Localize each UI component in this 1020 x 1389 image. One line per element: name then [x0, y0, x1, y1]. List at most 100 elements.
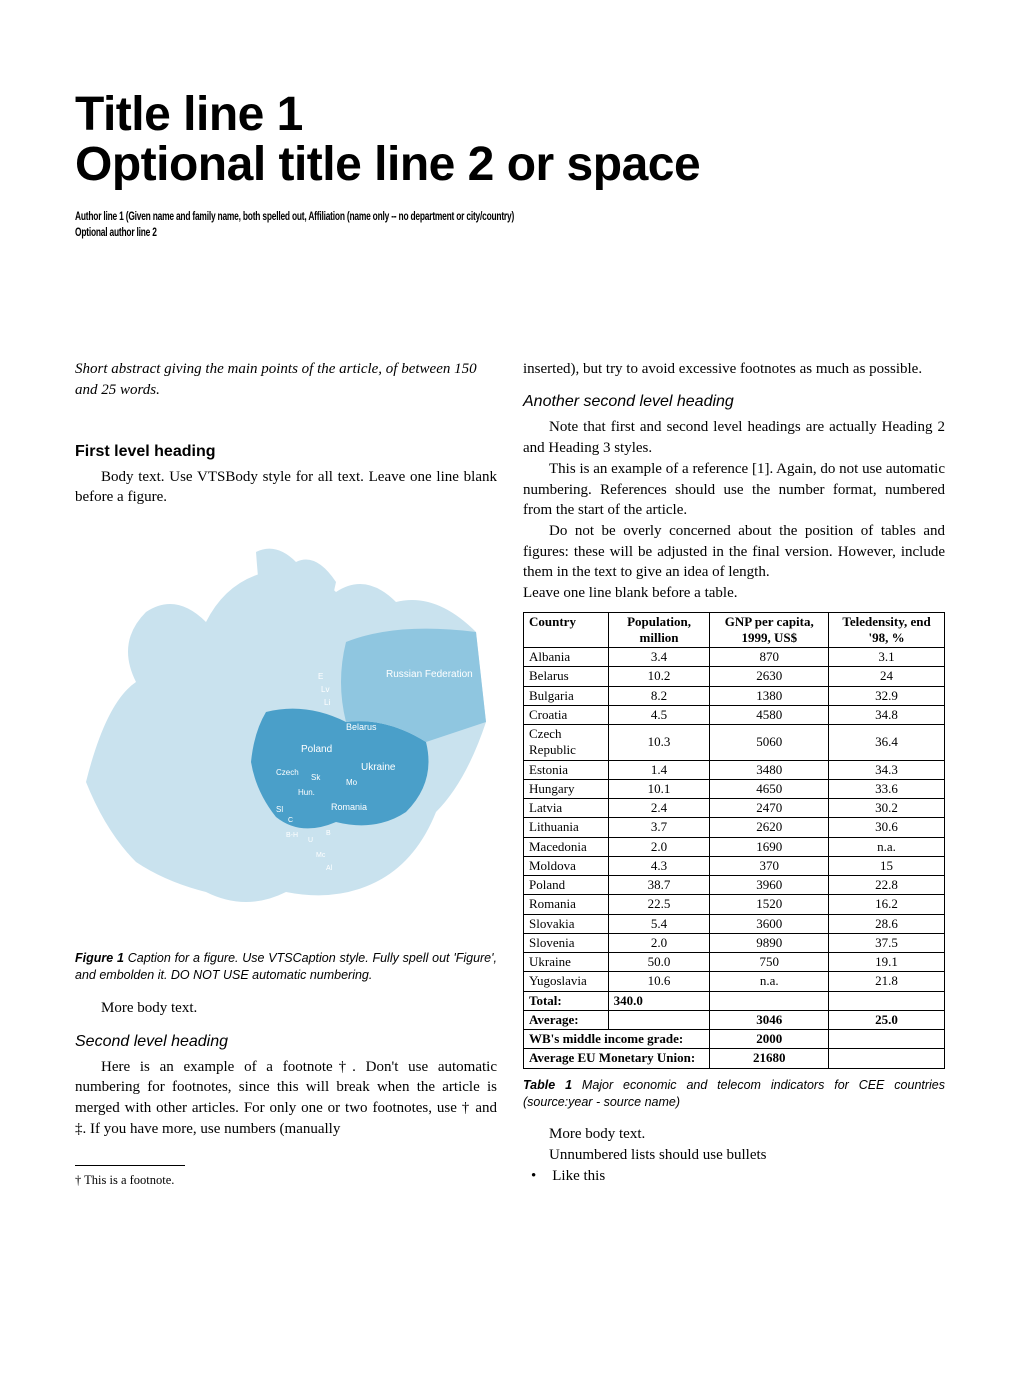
table-cell: 34.8	[829, 705, 945, 724]
bullet-list: Like this	[531, 1166, 945, 1187]
author-line-2: Optional author line 2	[75, 225, 940, 239]
svg-text:U: U	[308, 837, 313, 844]
table-cell: 1690	[710, 837, 829, 856]
figure-1-caption: Figure 1 Caption for a figure. Use VTSCa…	[75, 950, 497, 984]
table-cell: 8.2	[608, 686, 710, 705]
table-cell: 9890	[710, 933, 829, 952]
table-row: Ukraine50.075019.1	[524, 953, 945, 972]
europe-map-svg: Russian Federation Belarus Ukraine Polan…	[75, 522, 497, 942]
table-cell: 4580	[710, 705, 829, 724]
table-row: Yugoslavia10.6n.a.21.8	[524, 972, 945, 991]
figure-label: Figure 1	[75, 951, 124, 965]
body-p7: Leave one line blank before a table.	[523, 583, 945, 604]
two-column-layout: Short abstract giving the main points of…	[75, 359, 945, 1189]
table-cell: Lithuania	[524, 818, 609, 837]
svg-text:Poland: Poland	[301, 744, 332, 755]
total-label: Total:	[524, 991, 609, 1010]
table-summary: Total: 340.0 Average: 3046 25.0 WB's mid…	[524, 991, 945, 1068]
table-cell: 5060	[710, 725, 829, 761]
table-cell: Bulgaria	[524, 686, 609, 705]
table-label: Table 1	[523, 1078, 572, 1092]
table-cell: 10.3	[608, 725, 710, 761]
svg-text:Mc: Mc	[316, 852, 326, 859]
table-cell: Belarus	[524, 667, 609, 686]
table-row: Poland38.7396022.8	[524, 876, 945, 895]
th-country: Country	[524, 612, 609, 648]
table-cell: 5.4	[608, 914, 710, 933]
table-cell: 750	[710, 953, 829, 972]
svg-text:B: B	[326, 830, 331, 837]
figure-1-map: Russian Federation Belarus Ukraine Polan…	[75, 522, 497, 942]
svg-text:Belarus: Belarus	[346, 722, 377, 732]
average-empty	[608, 1010, 710, 1029]
table-cell: 34.3	[829, 760, 945, 779]
svg-text:Czech: Czech	[276, 768, 299, 777]
table-row: Albania3.48703.1	[524, 648, 945, 667]
wb-val: 2000	[710, 1030, 829, 1049]
table-cell: 30.2	[829, 799, 945, 818]
table-cell: 3480	[710, 760, 829, 779]
bullet-item-1: Like this	[531, 1166, 945, 1187]
table-cell: 24	[829, 667, 945, 686]
body-p6: Do not be overly concerned about the pos…	[523, 521, 945, 583]
table-row: Slovakia5.4360028.6	[524, 914, 945, 933]
heading-first-level: First level heading	[75, 443, 497, 461]
table-row: Belarus10.2263024	[524, 667, 945, 686]
body-p5: This is an example of a reference [1]. A…	[523, 459, 945, 521]
table-cell: 10.1	[608, 779, 710, 798]
table-cell: Albania	[524, 648, 609, 667]
average-tele: 25.0	[829, 1010, 945, 1029]
table-head: Country Population, million GNP per capi…	[524, 612, 945, 648]
table-cell: 370	[710, 856, 829, 875]
table-cell: n.a.	[710, 972, 829, 991]
table-row: Slovenia2.0989037.5	[524, 933, 945, 952]
table-cell: 870	[710, 648, 829, 667]
table-row: Hungary10.1465033.6	[524, 779, 945, 798]
svg-text:Al: Al	[326, 865, 333, 872]
table-cell: 1520	[710, 895, 829, 914]
table-body: Albania3.48703.1Belarus10.2263024Bulgari…	[524, 648, 945, 992]
table-cell: 19.1	[829, 953, 945, 972]
heading-second-level-1: Second level heading	[75, 1033, 497, 1051]
body-p1: Body text. Use VTSBody style for all tex…	[75, 467, 497, 508]
table-cell: 2470	[710, 799, 829, 818]
eu-val: 21680	[710, 1049, 829, 1068]
table-cell: Romania	[524, 895, 609, 914]
table-cell: 3.1	[829, 648, 945, 667]
table-cell: Slovenia	[524, 933, 609, 952]
table-cell: 37.5	[829, 933, 945, 952]
svg-text:B-H: B-H	[286, 832, 298, 839]
abstract: Short abstract giving the main points of…	[75, 359, 497, 401]
table-cell: 4650	[710, 779, 829, 798]
body-p-cont: inserted), but try to avoid excessive fo…	[523, 359, 945, 380]
table-cell: 4.5	[608, 705, 710, 724]
table-cell: Latvia	[524, 799, 609, 818]
table-cell: Hungary	[524, 779, 609, 798]
svg-text:Li: Li	[324, 698, 330, 707]
table-row: Czech Republic10.3506036.4	[524, 725, 945, 761]
table-row: Lithuania3.7262030.6	[524, 818, 945, 837]
svg-text:Lv: Lv	[321, 685, 329, 694]
svg-text:Romania: Romania	[331, 802, 367, 812]
svg-text:E: E	[318, 672, 323, 681]
svg-text:Hun.: Hun.	[298, 788, 315, 797]
table-cell: Poland	[524, 876, 609, 895]
svg-text:Ukraine: Ukraine	[361, 762, 396, 773]
title-line-1: Title line 1	[75, 90, 945, 140]
table-cell: Ukraine	[524, 953, 609, 972]
table-cell: Moldova	[524, 856, 609, 875]
table-cell: Estonia	[524, 760, 609, 779]
title-line-2: Optional title line 2 or space	[75, 140, 945, 190]
table-cell: 30.6	[829, 818, 945, 837]
table-caption-text: Major economic and telecom indicators fo…	[523, 1078, 945, 1109]
table-cell: 50.0	[608, 953, 710, 972]
table-cell: 2620	[710, 818, 829, 837]
body-p2: More body text.	[75, 998, 497, 1019]
table-cell: 21.8	[829, 972, 945, 991]
table-row: Bulgaria8.2138032.9	[524, 686, 945, 705]
table-cell: 1380	[710, 686, 829, 705]
wb-empty	[829, 1030, 945, 1049]
table-row: Macedonia2.01690n.a.	[524, 837, 945, 856]
table-cell: 16.2	[829, 895, 945, 914]
table-cell: 3960	[710, 876, 829, 895]
